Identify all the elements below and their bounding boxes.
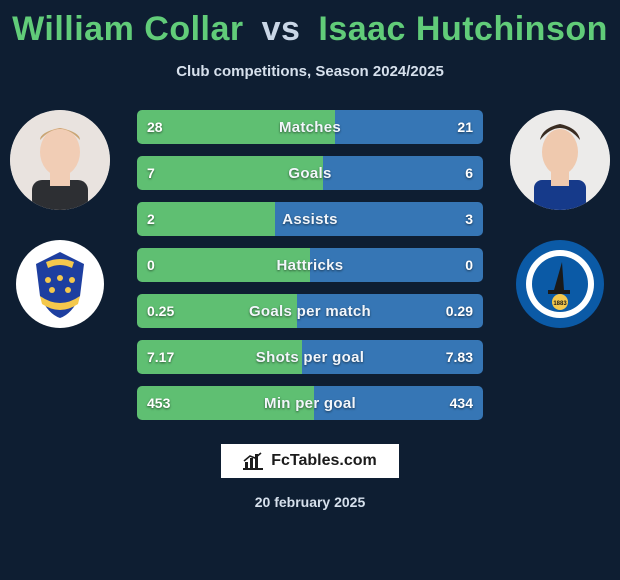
stat-row: 453434Min per goal — [137, 386, 483, 420]
stat-label: Hattricks — [137, 248, 483, 282]
stat-label: Goals — [137, 156, 483, 190]
stat-row: 23Assists — [137, 202, 483, 236]
stat-bars: 2821Matches 76Goals 23Assists 00Hattricks 0.… — [137, 110, 483, 420]
svg-text:1883: 1883 — [553, 301, 567, 307]
right-column: 1883 — [510, 110, 610, 330]
stat-label: Goals per match — [137, 294, 483, 328]
player2-avatar-icon — [510, 110, 610, 210]
content-region: 1883 2821Matches 76Goals 23Assists 00Hattri… — [0, 110, 620, 420]
player2-avatar — [510, 110, 610, 210]
player2-club-icon: 1883 — [514, 238, 606, 330]
stat-label: Assists — [137, 202, 483, 236]
comparison-title: William Collar vs Isaac Hutchinson — [0, 0, 620, 49]
player1-avatar — [10, 110, 110, 210]
stat-row: 7.177.83Shots per goal — [137, 340, 483, 374]
player1-avatar-icon — [10, 110, 110, 210]
player1-club-badge — [14, 238, 106, 330]
stat-label: Min per goal — [137, 386, 483, 420]
subtitle: Club competitions, Season 2024/2025 — [0, 63, 620, 80]
player2-club-badge: 1883 — [514, 238, 606, 330]
stat-label: Matches — [137, 110, 483, 144]
left-column — [10, 110, 110, 330]
stat-row: 00Hattricks — [137, 248, 483, 282]
date-text: 20 february 2025 — [0, 494, 620, 510]
footer: FcTables.com 20 february 2025 — [0, 444, 620, 510]
player1-club-icon — [14, 238, 106, 330]
title-player2: Isaac Hutchinson — [318, 10, 608, 48]
brand-box: FcTables.com — [221, 444, 399, 478]
stat-row: 2821Matches — [137, 110, 483, 144]
stat-label: Shots per goal — [137, 340, 483, 374]
brand-chart-icon — [243, 452, 263, 470]
title-vs: vs — [262, 10, 301, 48]
stat-row: 76Goals — [137, 156, 483, 190]
title-player1: William Collar — [12, 10, 244, 48]
stat-row: 0.250.29Goals per match — [137, 294, 483, 328]
brand-text: FcTables.com — [271, 452, 377, 470]
